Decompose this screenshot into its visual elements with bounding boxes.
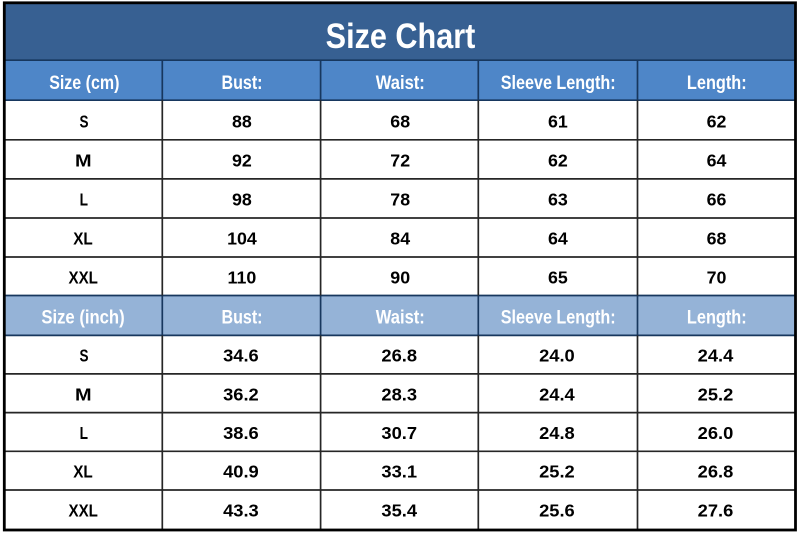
svg-text:XXL: XXL [69,501,98,520]
svg-text:43.3: 43.3 [223,501,259,521]
svg-text:26.8: 26.8 [381,346,417,366]
svg-text:26.8: 26.8 [698,462,734,482]
svg-text:90: 90 [390,268,410,288]
svg-text:30.7: 30.7 [381,423,417,443]
svg-text:Size (inch): Size (inch) [41,306,124,327]
svg-text:S: S [79,347,88,366]
svg-text:35.4: 35.4 [381,501,417,521]
svg-text:88: 88 [232,111,252,131]
svg-text:Waist:: Waist: [376,306,425,328]
svg-text:25.6: 25.6 [539,501,575,521]
svg-text:XXL: XXL [69,269,98,288]
svg-text:Sleeve Length:: Sleeve Length: [501,306,616,328]
svg-text:65: 65 [548,268,568,288]
svg-text:Size (cm): Size (cm) [49,71,119,93]
svg-text:25.2: 25.2 [539,462,575,482]
svg-text:L: L [80,424,89,443]
svg-text:38.6: 38.6 [223,423,259,443]
svg-text:61: 61 [548,111,568,131]
svg-text:Length:: Length: [687,72,747,94]
svg-text:110: 110 [228,268,257,288]
svg-text:24.8: 24.8 [539,423,575,443]
svg-text:24.4: 24.4 [539,385,575,405]
svg-text:Length:: Length: [687,306,747,328]
svg-text:25.2: 25.2 [698,385,734,405]
svg-text:XL: XL [73,229,93,249]
svg-text:Size Chart: Size Chart [326,16,476,55]
svg-text:L: L [80,191,89,210]
svg-text:M: M [75,151,92,171]
svg-text:24.4: 24.4 [698,346,734,366]
svg-text:70: 70 [707,268,727,288]
svg-text:92: 92 [232,151,252,171]
svg-text:64: 64 [548,229,568,249]
svg-text:62: 62 [548,151,568,171]
svg-text:Bust:: Bust: [221,71,262,93]
svg-text:XL: XL [73,462,93,482]
svg-text:66: 66 [707,190,727,210]
svg-text:33.1: 33.1 [381,462,417,482]
svg-text:104: 104 [227,229,257,249]
svg-text:63: 63 [548,190,568,210]
svg-text:28.3: 28.3 [381,385,417,405]
svg-text:27.6: 27.6 [698,501,734,521]
svg-text:64: 64 [707,151,727,171]
svg-text:Sleeve Length:: Sleeve Length: [501,71,616,93]
svg-text:Waist:: Waist: [376,72,425,94]
svg-text:24.0: 24.0 [539,346,575,366]
svg-text:78: 78 [390,190,410,210]
svg-text:68: 68 [390,111,410,131]
svg-text:36.2: 36.2 [223,385,259,405]
svg-text:M: M [75,385,92,405]
svg-text:68: 68 [707,229,727,249]
svg-text:26.0: 26.0 [698,423,734,443]
svg-text:34.6: 34.6 [223,346,259,366]
svg-text:S: S [79,113,88,132]
svg-text:40.9: 40.9 [223,462,259,482]
svg-text:98: 98 [232,190,252,210]
svg-text:84: 84 [390,229,410,249]
svg-text:62: 62 [707,111,727,131]
svg-text:Bust:: Bust: [221,306,262,328]
svg-text:72: 72 [390,151,410,171]
